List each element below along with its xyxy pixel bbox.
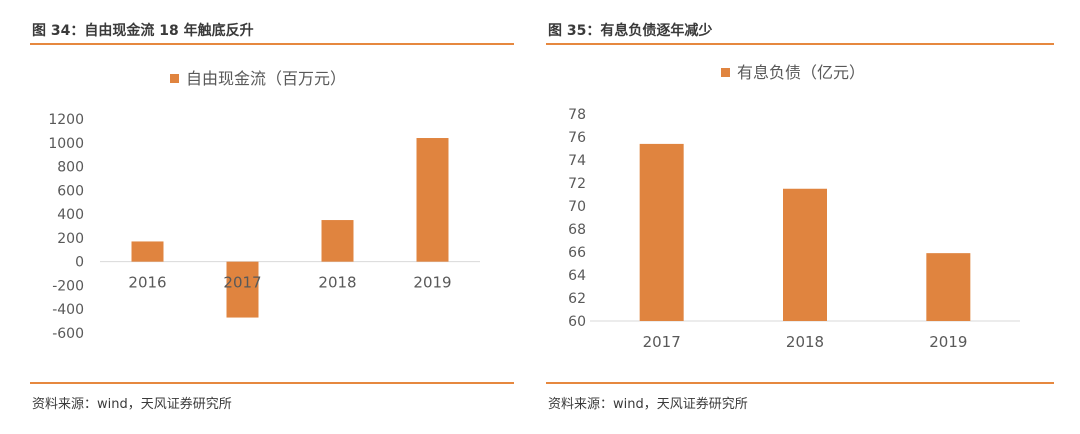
source-note: 资料来源：wind，天风证券研究所 xyxy=(548,397,748,412)
figure-34-panel: 图 34：自由现金流 18 年触底反升 自由现金流（百万元） 1200 1000 80… xyxy=(30,0,514,434)
bar xyxy=(926,253,971,321)
interest-bearing-debt-chart: 有息负债（亿元） 78 76 74 72 70 68 66 64 62 60 2017 2018 2019 xyxy=(568,63,1020,351)
x-tick-label: 2016 xyxy=(128,274,166,292)
y-tick-label: 76 xyxy=(568,130,586,146)
source-note: 资料来源：wind，天风证券研究所 xyxy=(32,397,232,412)
y-tick-label: 68 xyxy=(568,222,586,238)
legend-swatch xyxy=(170,74,179,83)
y-tick-label: -400 xyxy=(52,302,84,318)
y-tick-label: 800 xyxy=(57,160,84,176)
bar xyxy=(783,188,827,321)
y-tick-label: 60 xyxy=(568,314,586,330)
source-rule xyxy=(30,382,514,384)
title-rule xyxy=(546,43,1054,45)
legend-label: 自由现金流（百万元） xyxy=(186,69,346,88)
x-tick-label: 2018 xyxy=(318,274,356,292)
figure-35-panel: 图 35：有息负债逐年减少 有息负债（亿元） 78 76 74 72 70 68 66 64 62… xyxy=(546,0,1054,434)
y-tick-label: 66 xyxy=(568,245,586,261)
free-cash-flow-chart: 自由现金流（百万元） 1200 1000 800 600 400 200 0 -200 -400 -… xyxy=(48,69,480,342)
y-tick-label: 78 xyxy=(568,107,586,123)
x-tick-label: 2019 xyxy=(929,333,967,351)
bar xyxy=(131,241,164,262)
legend-label: 有息负债（亿元） xyxy=(737,63,865,82)
x-tick-label: 2017 xyxy=(223,274,261,292)
y-tick-label: 70 xyxy=(568,199,586,215)
y-tick-label: 1200 xyxy=(48,112,84,128)
y-tick-label: -600 xyxy=(52,326,84,342)
y-tick-label: 62 xyxy=(568,291,586,307)
y-tick-label: 1000 xyxy=(48,136,84,152)
y-tick-label: 600 xyxy=(57,183,84,199)
bar xyxy=(321,220,354,262)
figure-title: 图 35：有息负债逐年减少 xyxy=(548,23,713,39)
x-tick-label: 2017 xyxy=(643,333,681,351)
y-tick-label: 72 xyxy=(568,176,586,192)
source-rule xyxy=(546,382,1054,384)
bar xyxy=(226,261,259,318)
y-tick-label: 200 xyxy=(57,231,84,247)
figure-title: 图 34：自由现金流 18 年触底反升 xyxy=(32,23,254,39)
y-tick-label: 0 xyxy=(75,255,84,271)
x-tick-label: 2018 xyxy=(786,333,824,351)
legend-swatch xyxy=(721,68,730,77)
y-tick-label: 64 xyxy=(568,268,586,284)
bar xyxy=(416,138,449,262)
x-tick-label: 2019 xyxy=(413,274,451,292)
y-tick-label: 400 xyxy=(57,207,84,223)
y-tick-label: -200 xyxy=(52,278,84,294)
bar xyxy=(639,143,684,321)
y-tick-label: 74 xyxy=(568,153,586,169)
title-rule xyxy=(30,43,514,45)
